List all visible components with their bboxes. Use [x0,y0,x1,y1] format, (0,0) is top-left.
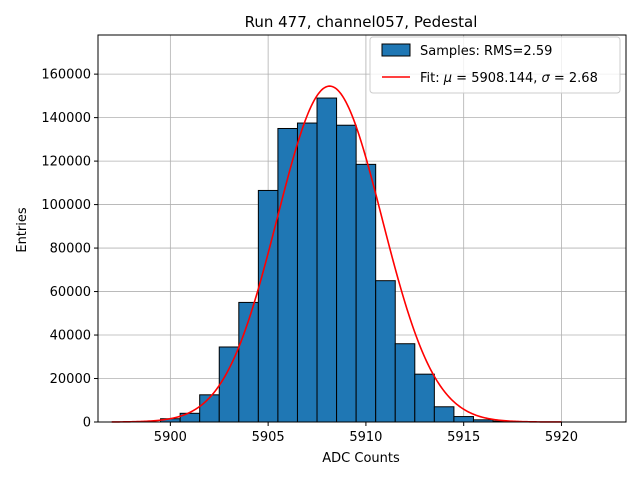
legend: Samples: RMS=2.59 Fit: μ = 5908.144, σ =… [369,36,621,94]
y-axis-label: Entries [15,207,30,253]
legend-fit-sigma-symbol: σ [542,71,551,86]
histogram-bar [375,280,396,423]
y-tick-label: 140000 [41,111,91,126]
y-tick-label: 40000 [50,329,91,344]
legend-fit-mu-symbol: μ [443,71,452,86]
histogram-bar [453,416,474,423]
axes-frame [97,34,627,423]
histogram-bar [296,122,318,423]
legend-fit-mu-value: = 5908.144, [452,71,541,86]
histogram-bar [336,124,357,423]
plot-frame [97,34,627,423]
histogram-bar [394,343,416,423]
legend-box [369,36,621,94]
y-tick-label: 100000 [41,198,91,213]
histogram-bar [218,346,240,423]
y-tick-label: 80000 [50,242,91,257]
fit-curve [111,85,562,423]
x-axis-label: ADC Counts [322,451,400,466]
y-tick-label: 20000 [50,372,91,387]
x-tick-label: 5905 [252,430,285,445]
legend-fit-sigma-value: = 2.68 [550,71,598,86]
x-tick-label: 5910 [349,430,382,445]
y-axis-ticks: 0 20000 40000 60000 80000 100000 120000 140000 1… [41,68,98,431]
y-tick-label: 160000 [41,68,91,83]
y-tick-label: 120000 [41,155,91,170]
x-tick-label: 5900 [154,430,187,445]
legend-fit-label: Fit: μ = 5908.144, σ = 2.68 [420,71,598,86]
histogram-bar [355,163,377,423]
histogram-bar [433,406,455,423]
chart-title: Run 477, channel057, Pedestal [245,13,478,31]
legend-histogram-swatch [381,43,411,57]
histogram-bar [199,394,220,423]
y-tick-label: 0 [83,416,91,431]
y-tick-label: 60000 [50,285,91,300]
histogram-bars [160,97,514,423]
histogram-bar [316,97,338,423]
x-tick-label: 5915 [447,430,480,445]
x-axis-ticks: 5900 5905 5910 5915 5920 [154,422,578,445]
x-tick-label: 5920 [545,430,578,445]
histogram-bar [277,127,298,423]
legend-fit-prefix: Fit: [420,71,444,86]
histogram-bar [414,373,435,423]
legend-histogram-label: Samples: RMS=2.59 [420,44,552,59]
